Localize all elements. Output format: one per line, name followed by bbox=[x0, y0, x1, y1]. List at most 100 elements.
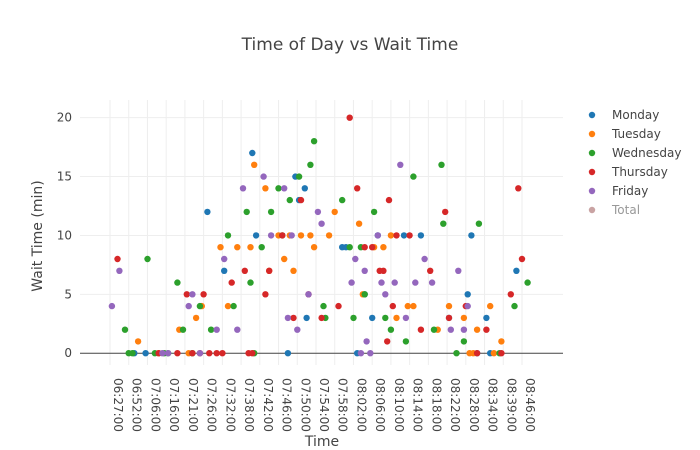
data-point bbox=[440, 220, 447, 227]
data-point bbox=[241, 267, 248, 274]
data-point bbox=[513, 267, 520, 274]
x-tick-label: 07:21:00 bbox=[186, 378, 200, 432]
legend-item-label[interactable]: Monday bbox=[612, 108, 659, 122]
data-point bbox=[498, 350, 505, 357]
data-point bbox=[142, 350, 149, 357]
data-point bbox=[224, 232, 232, 239]
legend-marker[interactable] bbox=[588, 130, 596, 138]
legend[interactable]: Monday Tuesday Wednesday Thursday Friday Tota… bbox=[588, 108, 682, 217]
data-point bbox=[498, 338, 505, 345]
data-point bbox=[453, 350, 460, 357]
data-point bbox=[400, 232, 408, 239]
data-point bbox=[382, 291, 389, 298]
legend-item-label[interactable]: Friday bbox=[612, 184, 648, 198]
data-point bbox=[159, 350, 166, 357]
x-tick-label: 08:10:00 bbox=[392, 378, 406, 432]
data-point bbox=[410, 302, 417, 310]
data-point bbox=[361, 291, 368, 298]
data-point bbox=[417, 232, 425, 239]
data-point bbox=[108, 302, 116, 310]
data-point bbox=[196, 350, 204, 357]
data-point bbox=[507, 291, 514, 298]
data-point bbox=[249, 350, 256, 357]
data-point bbox=[284, 314, 292, 322]
data-point bbox=[221, 267, 228, 274]
data-point bbox=[397, 161, 404, 168]
data-point bbox=[174, 350, 181, 357]
data-point bbox=[206, 350, 213, 357]
data-point bbox=[262, 291, 269, 298]
legend-item-label[interactable]: Tuesday bbox=[611, 127, 661, 141]
data-point bbox=[468, 232, 475, 239]
data-point bbox=[260, 173, 267, 180]
data-point bbox=[252, 232, 260, 239]
data-point bbox=[490, 350, 498, 357]
data-point bbox=[247, 279, 254, 286]
data-point bbox=[301, 185, 308, 192]
data-point bbox=[393, 232, 400, 239]
x-tick-label: 08:28:00 bbox=[467, 378, 481, 432]
data-point bbox=[318, 314, 325, 322]
data-point bbox=[384, 338, 391, 345]
y-tick-label: 15 bbox=[57, 170, 72, 184]
data-point bbox=[355, 220, 363, 227]
data-point bbox=[380, 267, 387, 274]
data-point bbox=[262, 185, 269, 192]
data-point bbox=[346, 114, 353, 121]
data-point bbox=[230, 302, 237, 310]
data-point bbox=[438, 161, 445, 168]
legend-marker[interactable] bbox=[588, 111, 596, 119]
x-tick-label: 07:54:00 bbox=[317, 378, 331, 432]
data-point bbox=[417, 326, 425, 333]
data-point bbox=[189, 291, 196, 298]
data-point bbox=[243, 208, 250, 216]
legend-marker[interactable] bbox=[588, 187, 596, 195]
data-point bbox=[464, 291, 471, 298]
data-point bbox=[320, 302, 327, 310]
data-point bbox=[511, 302, 518, 310]
data-point bbox=[224, 302, 232, 310]
legend-item-label[interactable]: Thursday bbox=[611, 165, 668, 179]
data-point bbox=[213, 326, 220, 333]
legend-marker[interactable] bbox=[588, 168, 596, 176]
legend-item-label[interactable]: Wednesday bbox=[612, 146, 681, 160]
data-point bbox=[361, 267, 368, 274]
data-point bbox=[370, 208, 378, 216]
data-point bbox=[483, 314, 490, 322]
data-point bbox=[460, 314, 468, 322]
data-point bbox=[487, 302, 494, 310]
data-point bbox=[518, 255, 526, 263]
data-point bbox=[185, 302, 192, 310]
data-point bbox=[258, 244, 265, 251]
data-point bbox=[204, 208, 211, 216]
x-tick-label: 08:18:00 bbox=[429, 378, 443, 432]
data-point bbox=[267, 232, 275, 239]
data-point bbox=[290, 267, 297, 274]
y-axis-ticks: 0 5 10 15 20 bbox=[57, 111, 72, 361]
data-point bbox=[174, 279, 181, 286]
data-point bbox=[189, 350, 196, 357]
data-point bbox=[473, 350, 481, 357]
data-point bbox=[387, 326, 395, 333]
data-point bbox=[179, 326, 187, 333]
data-point bbox=[116, 267, 123, 274]
data-point bbox=[297, 196, 305, 204]
legend-item-label[interactable]: Total bbox=[611, 203, 640, 217]
y-tick-label: 5 bbox=[64, 287, 72, 301]
data-point bbox=[475, 220, 483, 227]
data-point bbox=[207, 326, 215, 333]
data-point bbox=[524, 279, 531, 286]
x-tick-label: 07:58:00 bbox=[336, 378, 350, 432]
data-point bbox=[430, 326, 438, 333]
x-tick-label: 08:34:00 bbox=[486, 378, 500, 432]
legend-marker[interactable] bbox=[588, 149, 596, 157]
data-point bbox=[217, 244, 224, 251]
data-point bbox=[473, 326, 481, 333]
data-point bbox=[129, 350, 136, 357]
legend-marker[interactable] bbox=[588, 206, 596, 214]
data-point bbox=[325, 232, 333, 239]
data-point bbox=[307, 161, 314, 168]
data-point bbox=[460, 326, 468, 333]
x-axis-ticks: 06:27:00 06:52:00 07:06:00 07:16:00 07:21:00… bbox=[111, 378, 537, 432]
data-point bbox=[114, 255, 121, 263]
